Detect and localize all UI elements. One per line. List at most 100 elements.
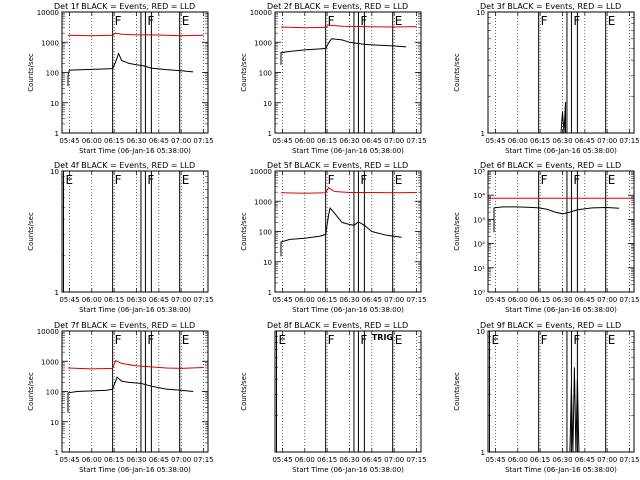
plot-frame (487, 170, 635, 293)
x-tick-label: 07:15 (193, 296, 213, 304)
x-axis-label: Start Time (06-Jan-16 05:38:00) (292, 147, 404, 155)
y-tick-label: 10000 (37, 9, 59, 17)
x-tick-label: 07:15 (406, 456, 426, 464)
y-axis-label: Counts/sec (27, 53, 35, 92)
chart-panel-7f: Det 7f BLACK = Events, RED = LLD Counts/s… (27, 321, 214, 474)
x-tick-label: 06:15 (317, 137, 337, 145)
chart-title: Det 1f BLACK = Events, RED = LLD (54, 2, 195, 11)
y-tick-label: 1 (55, 449, 59, 457)
x-axis-label: Start Time (06-Jan-16 05:38:00) (292, 466, 404, 474)
x-tick-label: 07:15 (406, 296, 426, 304)
y-tick-label: 1000 (254, 39, 272, 47)
x-tick-label: 06:00 (508, 456, 528, 464)
y-tick-label: 10 (476, 9, 485, 17)
x-tick-label: 05:45 (59, 296, 79, 304)
series-line-events (67, 52, 194, 87)
x-tick-label: 07:00 (384, 137, 404, 145)
x-tick-label: 06:45 (362, 296, 382, 304)
chart-title: Det 4f BLACK = Events, RED = LLD (54, 161, 195, 170)
series-line-events (67, 376, 194, 413)
chart-title: Det 6f BLACK = Events, RED = LLD (480, 161, 621, 170)
x-tick-label: 07:15 (193, 456, 213, 464)
x-axis-label: Start Time (06-Jan-16 05:38:00) (79, 466, 191, 474)
series-line-events (569, 367, 580, 453)
x-tick-label: 06:00 (508, 296, 528, 304)
x-tick-label: 06:15 (104, 296, 124, 304)
y-tick-label: 1 (268, 130, 272, 138)
chart-title: Det 9f BLACK = Events, RED = LLD (480, 321, 621, 330)
chart-panel-8f: Det 8f BLACK = Events, RED = LLD Counts/s… (240, 321, 427, 474)
x-tick-label: 06:00 (508, 137, 528, 145)
plot-frame (274, 170, 422, 293)
y-axis-label: Counts/sec (453, 212, 461, 251)
x-tick-label: 06:15 (530, 137, 550, 145)
x-tick-label: 06:45 (149, 456, 169, 464)
x-tick-label: 06:00 (295, 456, 315, 464)
y-axis-label: Counts/sec (240, 372, 248, 411)
y-tick-label: 10 (476, 328, 485, 336)
series-line-lld (280, 186, 417, 194)
x-tick-label: 06:00 (295, 137, 315, 145)
y-tick-label: 1000 (41, 358, 59, 366)
event-marker-label: F (541, 333, 548, 347)
series-line-events (560, 102, 566, 134)
chart-title: Det 3f BLACK = Events, RED = LLD (480, 2, 621, 11)
y-tick-label: 10⁰ (473, 289, 485, 297)
y-tick-label: 100 (259, 70, 272, 78)
chart-panel-2f: Det 2f BLACK = Events, RED = LLD Counts/s… (240, 2, 427, 155)
event-marker-label: F (541, 173, 548, 187)
plot-frame (487, 11, 635, 134)
y-tick-label: 1 (55, 130, 59, 138)
plot-frame (61, 330, 209, 453)
x-tick-label: 07:00 (171, 137, 191, 145)
y-tick-label: 10 (263, 259, 272, 267)
series-line-events (280, 38, 407, 65)
y-tick-label: 1 (268, 289, 272, 297)
y-tick-label: 10000 (250, 168, 272, 176)
y-tick-label: 10⁴ (473, 192, 485, 200)
x-tick-label: 07:15 (406, 137, 426, 145)
x-tick-label: 06:00 (82, 456, 102, 464)
plot-frame (61, 170, 209, 293)
y-tick-label: 10² (473, 241, 485, 249)
y-axis-label: Counts/sec (240, 53, 248, 92)
series-line-lld (67, 359, 204, 370)
chart-title: Det 8f BLACK = Events, RED = LLD (267, 321, 408, 330)
x-tick-label: 06:45 (149, 137, 169, 145)
x-tick-label: 07:00 (597, 137, 617, 145)
y-axis-label: Counts/sec (453, 53, 461, 92)
x-tick-label: 06:45 (362, 456, 382, 464)
chart-title: Det 7f BLACK = Events, RED = LLD (54, 321, 195, 330)
event-marker-label: F (115, 14, 122, 28)
x-tick-label: 05:45 (485, 456, 505, 464)
event-marker-label: E (65, 173, 73, 187)
y-tick-label: 10³ (473, 216, 485, 224)
event-marker-label: E (182, 333, 190, 347)
chart-panel-4f: Det 4f BLACK = Events, RED = LLD Counts/s… (27, 161, 214, 314)
x-tick-label: 05:45 (59, 456, 79, 464)
trigger-annotation: TRIG (372, 333, 393, 342)
x-tick-label: 06:30 (552, 456, 572, 464)
x-tick-label: 06:30 (126, 456, 146, 464)
event-marker-label: F (328, 14, 335, 28)
y-axis-label: Counts/sec (27, 212, 35, 251)
y-tick-label: 10 (50, 168, 59, 176)
x-tick-label: 06:00 (82, 296, 102, 304)
y-tick-label: 10 (50, 419, 59, 427)
plot-frame (61, 11, 209, 134)
x-tick-label: 06:45 (149, 296, 169, 304)
y-tick-label: 10⁵ (473, 168, 485, 176)
y-tick-label: 100 (46, 70, 59, 78)
y-tick-label: 10000 (37, 328, 59, 336)
x-axis-label: Start Time (06-Jan-16 05:38:00) (79, 306, 191, 314)
event-marker-label: F (115, 173, 122, 187)
y-tick-label: 10 (50, 100, 59, 108)
x-tick-label: 06:30 (339, 137, 359, 145)
chart-title: Det 5f BLACK = Events, RED = LLD (267, 161, 408, 170)
y-tick-label: 10000 (250, 9, 272, 17)
x-tick-label: 06:30 (126, 296, 146, 304)
plot-frame (487, 330, 635, 453)
y-tick-label: 1 (481, 449, 485, 457)
x-tick-label: 05:45 (485, 296, 505, 304)
